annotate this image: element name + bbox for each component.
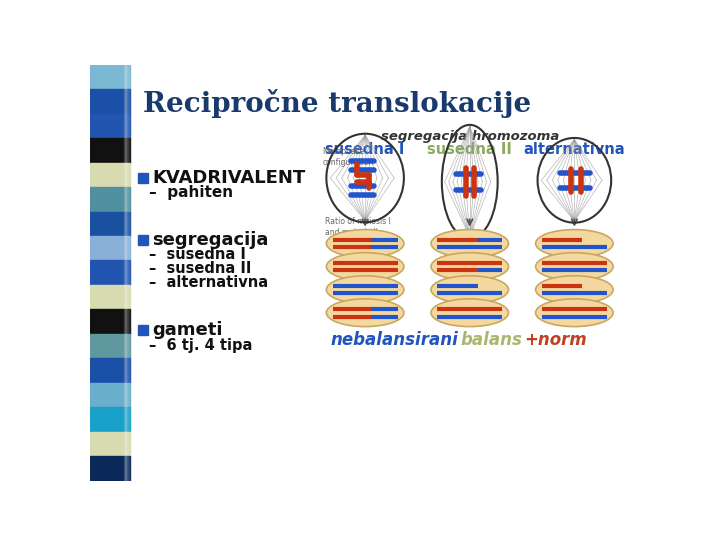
Bar <box>90 163 130 187</box>
Text: gameti: gameti <box>152 321 222 340</box>
Bar <box>90 334 130 359</box>
Bar <box>90 309 130 334</box>
Text: Gametes: Gametes <box>555 231 593 240</box>
Text: –  6 tj. 4 tipa: – 6 tj. 4 tipa <box>149 339 252 353</box>
Text: KVADRIVALENT: KVADRIVALENT <box>152 169 305 187</box>
Bar <box>90 187 130 212</box>
Ellipse shape <box>536 299 613 327</box>
Ellipse shape <box>431 253 508 280</box>
Bar <box>90 456 130 481</box>
Bar <box>90 359 130 383</box>
Ellipse shape <box>326 299 404 327</box>
Bar <box>90 260 130 285</box>
Text: segregacija hromozoma: segregacija hromozoma <box>381 130 559 143</box>
Bar <box>90 89 130 114</box>
Bar <box>90 431 130 456</box>
Text: –  susedna I: – susedna I <box>149 247 246 262</box>
Bar <box>124 65 125 481</box>
Ellipse shape <box>536 276 613 303</box>
Bar <box>129 65 130 481</box>
Text: alternativna: alternativna <box>523 142 625 157</box>
Text: susedna I: susedna I <box>325 142 405 157</box>
Ellipse shape <box>326 276 404 303</box>
Text: Gametes: Gametes <box>346 231 384 240</box>
Ellipse shape <box>431 299 508 327</box>
Ellipse shape <box>326 253 404 280</box>
Bar <box>90 407 130 431</box>
Bar <box>90 65 130 89</box>
Bar <box>90 114 130 138</box>
Text: Recipročne translokacije: Recipročne translokacije <box>143 90 531 118</box>
Text: nebalansirani: nebalansirani <box>330 331 459 349</box>
Bar <box>90 236 130 260</box>
Ellipse shape <box>431 230 508 257</box>
Ellipse shape <box>536 253 613 280</box>
Text: susedna II: susedna II <box>427 142 512 157</box>
Bar <box>90 285 130 309</box>
Text: Gametes: Gametes <box>451 231 489 240</box>
Text: –  susedna II: – susedna II <box>149 261 251 276</box>
Ellipse shape <box>326 230 404 257</box>
Text: segregacija: segregacija <box>152 231 269 248</box>
Ellipse shape <box>431 276 508 303</box>
Text: +norm: +norm <box>524 331 587 349</box>
Text: –  pahiten: – pahiten <box>149 185 233 200</box>
Bar <box>90 383 130 407</box>
Bar <box>127 65 128 481</box>
Bar <box>90 212 130 236</box>
Text: Ratio of meiosis I
and meiosis II: Ratio of meiosis I and meiosis II <box>325 217 391 237</box>
Bar <box>90 138 130 163</box>
Text: Metaphase
configuration: Metaphase configuration <box>323 147 374 166</box>
Bar <box>125 65 126 481</box>
Text: balans: balans <box>461 331 523 349</box>
Bar <box>128 65 129 481</box>
Text: –  alternativna: – alternativna <box>149 275 268 290</box>
Ellipse shape <box>536 230 613 257</box>
Bar <box>126 65 127 481</box>
